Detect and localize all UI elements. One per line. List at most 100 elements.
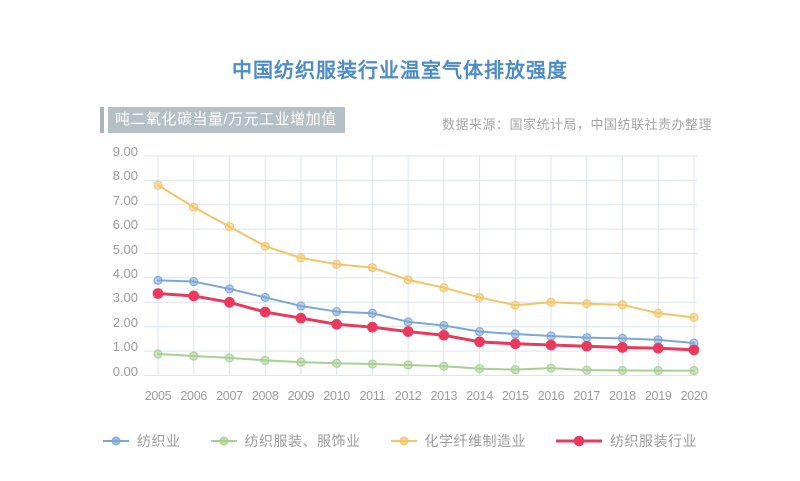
legend-label: 纺织业 bbox=[137, 433, 181, 449]
data-point bbox=[438, 329, 450, 341]
data-point bbox=[439, 320, 449, 331]
data-point bbox=[367, 263, 377, 273]
x-tick-label: 2015 bbox=[501, 389, 529, 403]
data-point bbox=[510, 329, 520, 339]
data-point bbox=[189, 202, 199, 212]
legend-marker-dot bbox=[111, 436, 121, 446]
data-point bbox=[260, 241, 270, 251]
x-tick-label: 2016 bbox=[537, 389, 565, 403]
legend-item: 纺织服装、服饰业 bbox=[210, 431, 361, 451]
series-line bbox=[157, 279, 695, 345]
data-point bbox=[689, 312, 699, 323]
y-tick-label: 8.00 bbox=[112, 168, 138, 184]
data-point bbox=[332, 358, 342, 368]
data-point bbox=[582, 299, 592, 309]
x-tick-label: 2020 bbox=[680, 389, 708, 403]
data-point bbox=[367, 308, 377, 318]
data-point bbox=[224, 222, 235, 232]
data-point bbox=[617, 365, 628, 375]
x-tick-label: 2017 bbox=[573, 389, 601, 403]
data-point bbox=[332, 259, 342, 269]
y-tick-label: 9.00 bbox=[112, 143, 138, 159]
y-tick-label: 4.00 bbox=[112, 265, 138, 281]
x-tick-label: 2006 bbox=[180, 389, 208, 403]
x-tick-label: 2009 bbox=[287, 389, 315, 403]
data-point bbox=[653, 335, 663, 345]
data-point bbox=[224, 353, 235, 363]
y-tick-label: 2.00 bbox=[112, 314, 138, 330]
data-point bbox=[295, 312, 307, 324]
legend-marker bbox=[556, 435, 602, 447]
data-point bbox=[474, 364, 485, 374]
x-tick-label: 2008 bbox=[251, 389, 279, 403]
data-point bbox=[546, 297, 556, 307]
legend-item: 纺织业 bbox=[103, 431, 181, 451]
legend-item: 化学纤维制造业 bbox=[390, 431, 527, 451]
y-tick-label: 3.00 bbox=[112, 290, 138, 306]
data-source-note: 数据来源：国家统计局，中国纺联社责办整理 bbox=[441, 117, 712, 132]
x-tick-label: 2018 bbox=[609, 389, 636, 403]
data-point bbox=[260, 355, 270, 365]
y-tick-label: 7.00 bbox=[112, 192, 138, 208]
data-point bbox=[153, 275, 163, 285]
x-tick-label: 2013 bbox=[430, 389, 458, 403]
series-line bbox=[157, 353, 695, 372]
x-tick-label: 2019 bbox=[644, 389, 672, 403]
data-point bbox=[403, 317, 413, 327]
data-point bbox=[689, 366, 699, 376]
legend-marker bbox=[210, 436, 237, 446]
data-point bbox=[546, 363, 556, 373]
data-point bbox=[652, 342, 664, 354]
data-point bbox=[439, 361, 449, 371]
data-point bbox=[474, 326, 485, 337]
data-point bbox=[153, 349, 163, 359]
x-tick-label: 2014 bbox=[466, 389, 493, 403]
data-point bbox=[224, 284, 235, 294]
legend-item: 纺织服装行业 bbox=[556, 431, 697, 451]
data-point bbox=[188, 290, 200, 302]
x-tick-label: 2012 bbox=[394, 389, 422, 403]
x-tick-label: 2011 bbox=[359, 389, 386, 403]
data-point bbox=[653, 366, 663, 376]
data-point bbox=[189, 276, 199, 287]
data-point bbox=[189, 351, 199, 361]
data-point bbox=[296, 301, 306, 311]
legend-marker-dot bbox=[399, 436, 408, 446]
data-point bbox=[296, 253, 306, 263]
data-point bbox=[510, 365, 520, 375]
unit-label-accent-bar bbox=[100, 107, 104, 133]
x-tick-label: 2010 bbox=[323, 389, 350, 403]
y-tick-label: 1.00 bbox=[112, 339, 138, 355]
data-point bbox=[332, 306, 342, 317]
data-point bbox=[260, 292, 270, 303]
data-point bbox=[617, 342, 628, 353]
data-point bbox=[653, 308, 663, 318]
data-point bbox=[259, 306, 271, 318]
data-point bbox=[582, 333, 592, 343]
data-point bbox=[510, 300, 520, 310]
data-point bbox=[545, 339, 557, 351]
data-point bbox=[617, 333, 628, 344]
data-point bbox=[153, 180, 163, 190]
data-point bbox=[439, 283, 449, 293]
y-tick-label: 0.00 bbox=[112, 363, 138, 379]
data-point bbox=[581, 340, 593, 352]
data-point bbox=[509, 338, 521, 350]
series-line bbox=[157, 184, 695, 319]
data-point bbox=[367, 359, 377, 369]
chart-legend: 纺织业 纺织服装、服饰业 化学纤维制造业 纺织服装行业 bbox=[0, 431, 800, 451]
data-point bbox=[402, 326, 414, 337]
data-point bbox=[688, 344, 700, 356]
data-point bbox=[546, 331, 556, 341]
unit-label-text: 吨二氧化碳当量/万元工业增加值 bbox=[108, 107, 345, 133]
y-tick-label: 5.00 bbox=[112, 241, 138, 257]
data-point bbox=[617, 300, 628, 310]
y-tick-label: 6.00 bbox=[112, 217, 138, 233]
chart-title: 中国纺织服装行业温室气体排放强度 bbox=[232, 60, 568, 82]
data-point bbox=[474, 292, 485, 303]
data-point bbox=[403, 360, 413, 370]
data-point bbox=[224, 296, 235, 308]
data-point bbox=[582, 365, 592, 375]
x-tick-label: 2007 bbox=[216, 389, 243, 403]
